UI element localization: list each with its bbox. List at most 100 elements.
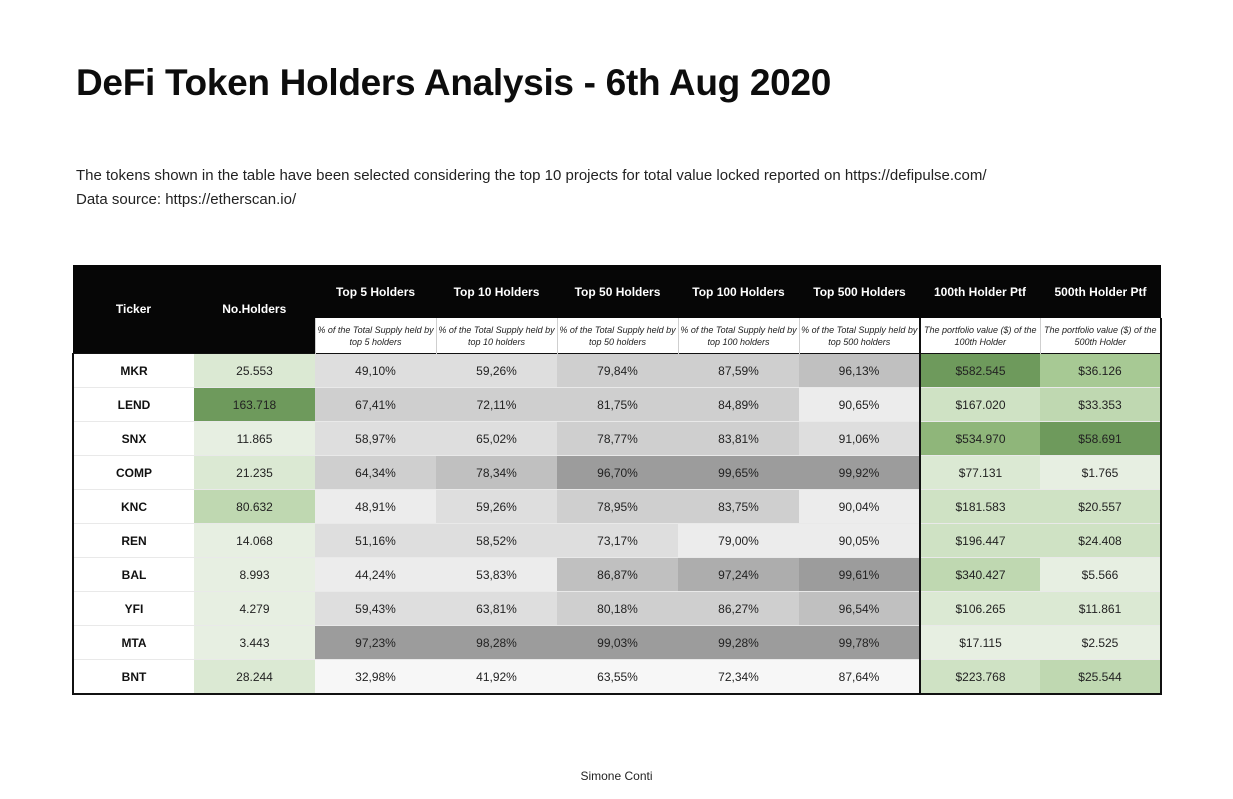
cell-holders: 11.865 [194,421,315,456]
cell-top10: 59,26% [436,353,557,388]
cell-top10: 78,34% [436,455,557,490]
cell-holders: 14.068 [194,523,315,558]
cell-top500: 90,05% [799,523,920,558]
subheader-ptf500: The portfolio value ($) of the 500th Hol… [1039,318,1162,354]
cell-top10: 65,02% [436,421,557,456]
cell-ptf100: $17.115 [919,625,1040,660]
cell-ticker: MKR [72,353,194,388]
cell-top500: 96,54% [799,591,920,626]
cell-ptf500: $1.765 [1040,455,1162,490]
cell-ptf500: $20.557 [1040,489,1162,524]
cell-top500: 99,61% [799,557,920,592]
col-header-top10: Top 10 Holders [436,265,557,318]
table-row: MKR 25.553 49,10% 59,26% 79,84% 87,59% 96,13% $… [72,353,1162,388]
cell-top10: 63,81% [436,591,557,626]
table-row: LEND 163.718 67,41% 72,11% 81,75% 84,89% 90,65… [72,387,1162,422]
table-row: BNT 28.244 32,98% 41,92% 63,55% 72,34% 87,64% $… [72,659,1162,695]
cell-top5: 32,98% [315,659,436,695]
cell-ticker: SNX [72,421,194,456]
cell-top10: 53,83% [436,557,557,592]
subheader-top10: % of the Total Supply held by top 10 hol… [435,318,557,354]
cell-top5: 58,97% [315,421,436,456]
col-header-ptf500: 500th Holder Ptf [1040,265,1161,318]
col-header-top100: Top 100 Holders [678,265,799,318]
cell-ticker: BAL [72,557,194,592]
cell-top100: 99,28% [678,625,799,660]
cell-top500: 91,06% [799,421,920,456]
table-row: REN 14.068 51,16% 58,52% 73,17% 79,00% 90,05% $… [72,523,1162,558]
cell-ptf500: $11.861 [1040,591,1162,626]
cell-ptf500: $58.691 [1040,421,1162,456]
col-header-ptf100: 100th Holder Ptf [920,265,1040,318]
subheader-row: % of the Total Supply held by top 5 hold… [73,318,1162,354]
cell-top500: 90,65% [799,387,920,422]
cell-ticker: KNC [72,489,194,524]
cell-top50: 81,75% [557,387,678,422]
data-source-line: Data source: https://etherscan.io/ [76,191,297,208]
cell-top100: 99,65% [678,455,799,490]
col-header-top5: Top 5 Holders [315,265,436,318]
cell-top50: 63,55% [557,659,678,695]
subheader-top5: % of the Total Supply held by top 5 hold… [314,318,436,354]
cell-ticker: LEND [72,387,194,422]
cell-top5: 51,16% [315,523,436,558]
cell-top5: 44,24% [315,557,436,592]
cell-ticker: COMP [72,455,194,490]
cell-top5: 67,41% [315,387,436,422]
cell-ptf500: $24.408 [1040,523,1162,558]
table-row: SNX 11.865 58,97% 65,02% 78,77% 83,81% 91,06% $… [72,421,1162,456]
cell-top100: 79,00% [678,523,799,558]
cell-top10: 41,92% [436,659,557,695]
cell-ticker: BNT [72,659,194,695]
cell-holders: 163.718 [194,387,315,422]
cell-top100: 86,27% [678,591,799,626]
col-header-top50: Top 50 Holders [557,265,678,318]
page-title: DeFi Token Holders Analysis - 6th Aug 20… [76,62,832,103]
cell-ticker: MTA [72,625,194,660]
cell-ptf100: $167.020 [919,387,1040,422]
cell-ptf500: $2.525 [1040,625,1162,660]
table-row: KNC 80.632 48,91% 59,26% 78,95% 83,75% 90,04% $… [72,489,1162,524]
cell-top50: 78,77% [557,421,678,456]
col-header-top500: Top 500 Holders [799,265,920,318]
cell-ptf100: $181.583 [919,489,1040,524]
cell-ticker: REN [72,523,194,558]
cell-holders: 80.632 [194,489,315,524]
table-row: COMP 21.235 64,34% 78,34% 96,70% 99,65% 99,92%… [72,455,1162,490]
holders-table: Ticker No.Holders Top 5 Holders Top 10 H… [72,265,1162,695]
cell-top10: 59,26% [436,489,557,524]
cell-top10: 98,28% [436,625,557,660]
cell-holders: 4.279 [194,591,315,626]
cell-top50: 78,95% [557,489,678,524]
cell-ptf500: $5.566 [1040,557,1162,592]
table-row: BAL 8.993 44,24% 53,83% 86,87% 97,24% 99,61% $3… [72,557,1162,592]
description-line: The tokens shown in the table have been … [76,167,987,184]
cell-top50: 96,70% [557,455,678,490]
cell-top5: 48,91% [315,489,436,524]
subheader-top50: % of the Total Supply held by top 50 hol… [556,318,678,354]
cell-top50: 79,84% [557,353,678,388]
cell-top50: 86,87% [557,557,678,592]
cell-ptf100: $340.427 [919,557,1040,592]
table-row: MTA 3.443 97,23% 98,28% 99,03% 99,28% 99,78% $1… [72,625,1162,660]
cell-ptf100: $77.131 [919,455,1040,490]
description: The tokens shown in the table have been … [76,164,987,212]
cell-ptf100: $106.265 [919,591,1040,626]
cell-ptf100: $196.447 [919,523,1040,558]
col-header-no-holders: No.Holders [194,265,315,354]
cell-ptf100: $534.970 [919,421,1040,456]
table-body: MKR 25.553 49,10% 59,26% 79,84% 87,59% 96,13% $… [72,353,1162,695]
cell-top10: 58,52% [436,523,557,558]
cell-top100: 84,89% [678,387,799,422]
cell-top10: 72,11% [436,387,557,422]
col-header-ticker: Ticker [73,265,194,354]
cell-ptf100: $582.545 [919,353,1040,388]
cell-top50: 99,03% [557,625,678,660]
cell-top100: 87,59% [678,353,799,388]
cell-top500: 96,13% [799,353,920,388]
cell-holders: 3.443 [194,625,315,660]
cell-ptf500: $36.126 [1040,353,1162,388]
cell-top5: 49,10% [315,353,436,388]
cell-top100: 83,75% [678,489,799,524]
cell-ptf500: $25.544 [1040,659,1162,695]
